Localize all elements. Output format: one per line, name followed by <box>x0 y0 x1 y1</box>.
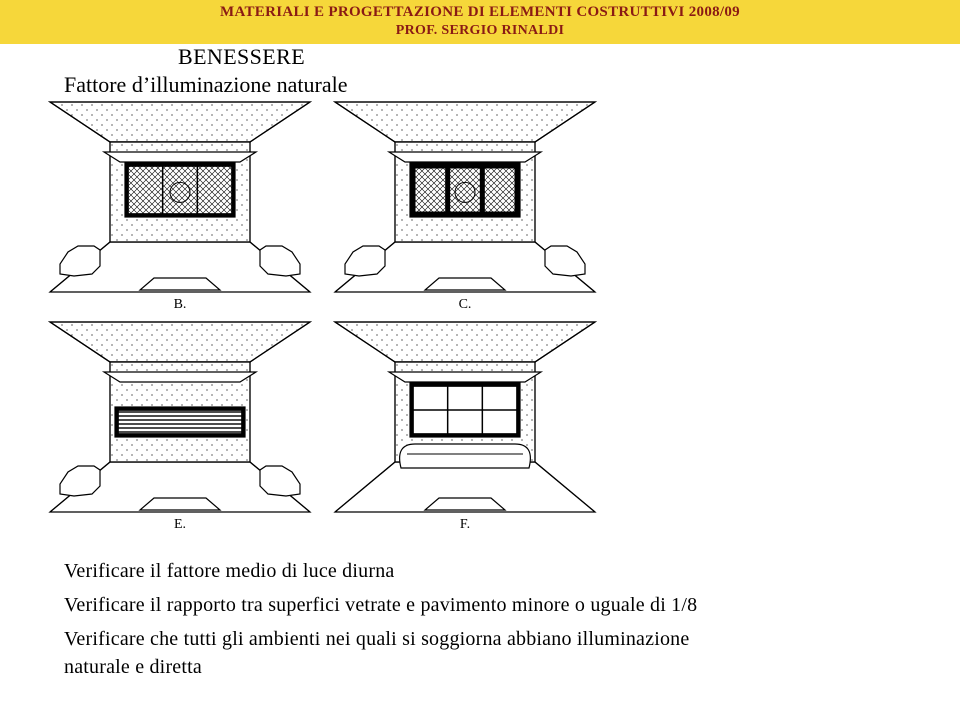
svg-text:B.: B. <box>174 297 187 312</box>
body-line-4: naturale e diretta <box>64 656 202 679</box>
section-subtitle: Fattore d’illuminazione naturale <box>64 72 347 98</box>
svg-text:C.: C. <box>459 297 472 312</box>
section-title: BENESSERE <box>178 44 305 70</box>
svg-text:F.: F. <box>460 517 470 532</box>
body-line-2: Verificare il rapporto tra superfici vet… <box>64 594 697 617</box>
body-line-1: Verificare il fattore medio di luce diur… <box>64 560 394 583</box>
header-banner: MATERIALI E PROGETTAZIONE DI ELEMENTI CO… <box>0 0 960 44</box>
illustration-grid: B. C. E. F. <box>46 100 616 540</box>
course-title: MATERIALI E PROGETTAZIONE DI ELEMENTI CO… <box>0 4 960 21</box>
svg-text:E.: E. <box>174 517 186 532</box>
body-line-3: Verificare che tutti gli ambienti nei qu… <box>64 628 689 651</box>
professor-name: PROF. SERGIO RINALDI <box>0 23 960 39</box>
